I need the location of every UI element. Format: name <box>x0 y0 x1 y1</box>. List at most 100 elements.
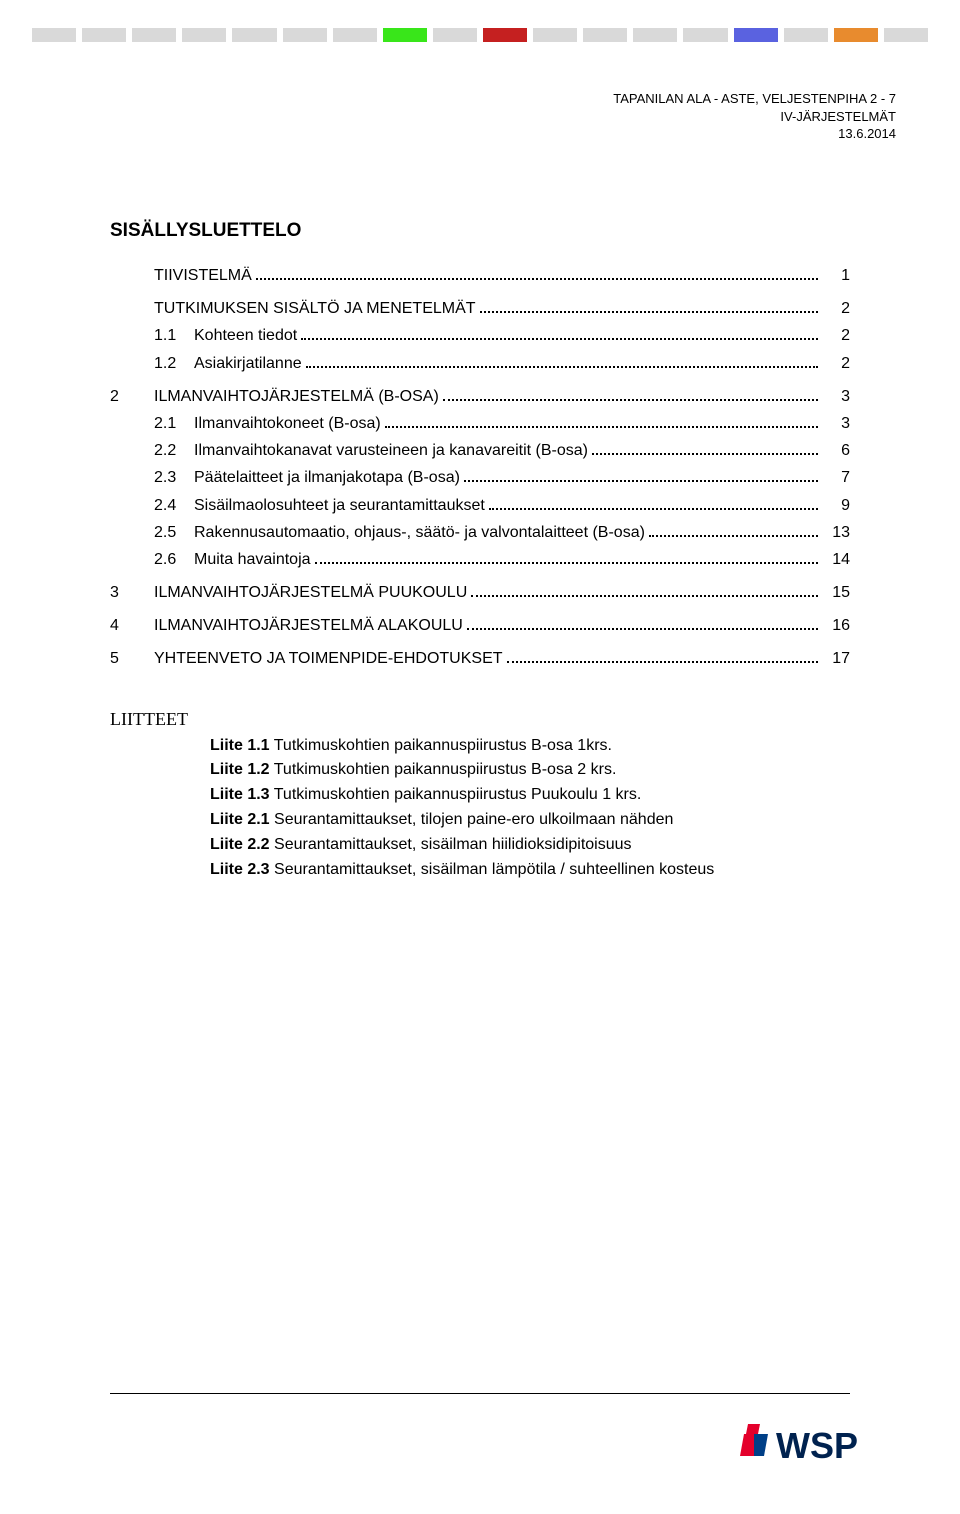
wsp-logo-svg: WSP <box>738 1416 888 1474</box>
appendix-list: Liite 1.1 Tutkimuskohtien paikannuspiiru… <box>210 734 850 883</box>
content: SISÄLLYSLUETTELO TIIVISTELMÄ 1 TUTKIMUKSEN… <box>110 220 850 882</box>
toc-leader-dots <box>385 418 818 428</box>
toc-page-number: 1 <box>822 262 850 289</box>
appendix-section: LIITTEET Liite 1.1 Tutkimuskohtien paika… <box>110 709 850 883</box>
toc-entry: 2.1Ilmanvaihtokoneet (B-osa)3 <box>154 410 850 437</box>
toc-page-number: 3 <box>822 383 850 410</box>
toc-leader-dots <box>256 270 818 280</box>
toc-entry: 2.4Sisäilmaolosuhteet ja seurantamittauk… <box>154 492 850 519</box>
appendix-item: Liite 2.1 Seurantamittaukset, tilojen pa… <box>210 808 850 833</box>
toc-label: TIIVISTELMÄ <box>154 262 252 289</box>
toc-page-number: 6 <box>822 437 850 464</box>
toc-number: 2.6 <box>154 546 194 573</box>
appendix-item-number: Liite 2.1 <box>210 811 270 828</box>
appendix-item-text: Tutkimuskohtien paikannuspiirustus B-osa… <box>270 737 612 754</box>
toc-page-number: 17 <box>822 645 850 672</box>
header-line-2: IV-JÄRJESTELMÄT <box>613 108 896 126</box>
toc-label: Rakennusautomaatio, ohjaus-, säätö- ja v… <box>194 519 645 546</box>
appendix-item-number: Liite 2.3 <box>210 861 270 878</box>
toc-leader-dots <box>507 654 818 664</box>
appendix-item-number: Liite 2.2 <box>210 836 270 853</box>
toc-leader-dots <box>649 527 818 537</box>
toc-leader-dots <box>464 473 818 483</box>
toc-leader-dots <box>592 446 818 456</box>
toc-leader-dots <box>489 500 818 510</box>
color-swatch <box>533 28 577 42</box>
toc-entry: 2.3Päätelaitteet ja ilmanjakotapa (B-osa… <box>154 464 850 491</box>
toc-label: ILMANVAIHTOJÄRJESTELMÄ ALAKOULU <box>154 612 463 639</box>
toc-entry: 2ILMANVAIHTOJÄRJESTELMÄ (B-OSA)3 <box>110 383 850 410</box>
color-swatch <box>734 28 778 42</box>
color-swatch <box>683 28 727 42</box>
page-title: SISÄLLYSLUETTELO <box>110 220 850 242</box>
toc-entry: 4ILMANVAIHTOJÄRJESTELMÄ ALAKOULU16 <box>110 612 850 639</box>
toc-page-number: 7 <box>822 464 850 491</box>
toc-page-number: 15 <box>822 579 850 606</box>
toc-page-number: 2 <box>822 295 850 322</box>
wsp-logo: WSP <box>738 1416 888 1474</box>
toc-label: ILMANVAIHTOJÄRJESTELMÄ PUUKOULU <box>154 579 467 606</box>
toc-leader-dots <box>306 358 818 368</box>
toc-label: YHTEENVETO JA TOIMENPIDE-EHDOTUKSET <box>154 645 503 672</box>
appendix-item-text: Seurantamittaukset, sisäilman lämpötila … <box>270 861 715 878</box>
toc-entry: 1.2Asiakirjatilanne 2 <box>154 350 850 377</box>
toc-leader-dots <box>301 331 818 341</box>
toc-number: 1.2 <box>154 350 194 377</box>
toc-entry: 2.6Muita havaintoja 14 <box>154 546 850 573</box>
color-swatch <box>182 28 226 42</box>
color-swatch <box>583 28 627 42</box>
appendix-title: LIITTEET <box>110 709 850 730</box>
appendix-item: Liite 1.1 Tutkimuskohtien paikannuspiiru… <box>210 734 850 759</box>
toc-entry: 2.2Ilmanvaihtokanavat varusteineen ja ka… <box>154 437 850 464</box>
toc-number: 2 <box>110 383 154 410</box>
toc-label: Päätelaitteet ja ilmanjakotapa (B-osa) <box>194 464 460 491</box>
appendix-item-text: Tutkimuskohtien paikannuspiirustus Puuko… <box>270 786 642 803</box>
header-line-3: 13.6.2014 <box>613 125 896 143</box>
toc-page-number: 13 <box>822 519 850 546</box>
footer-rule <box>110 1393 850 1394</box>
toc-label: TUTKIMUKSEN SISÄLTÖ JA MENETELMÄT <box>154 295 476 322</box>
toc-page-number: 14 <box>822 546 850 573</box>
toc-label: Ilmanvaihtokoneet (B-osa) <box>194 410 381 437</box>
toc-label: Asiakirjatilanne <box>194 350 302 377</box>
appendix-item-text: Seurantamittaukset, tilojen paine-ero ul… <box>270 811 674 828</box>
appendix-item-number: Liite 1.3 <box>210 786 270 803</box>
toc-leader-dots <box>471 587 818 597</box>
toc-entry: TUTKIMUKSEN SISÄLTÖ JA MENETELMÄT 2 <box>110 295 850 322</box>
appendix-item-number: Liite 1.1 <box>210 737 270 754</box>
appendix-item: Liite 1.2 Tutkimuskohtien paikannuspiiru… <box>210 758 850 783</box>
toc-entry: 3ILMANVAIHTOJÄRJESTELMÄ PUUKOULU 15 <box>110 579 850 606</box>
color-swatch <box>132 28 176 42</box>
toc-number: 2.4 <box>154 492 194 519</box>
color-strip <box>32 28 928 42</box>
color-swatch <box>383 28 427 42</box>
toc-leader-dots <box>467 621 818 631</box>
toc-page-number: 16 <box>822 612 850 639</box>
appendix-item: Liite 1.3 Tutkimuskohtien paikannuspiiru… <box>210 783 850 808</box>
color-swatch <box>834 28 878 42</box>
color-swatch <box>784 28 828 42</box>
color-swatch <box>483 28 527 42</box>
toc-entry: 2.5Rakennusautomaatio, ohjaus-, säätö- j… <box>154 519 850 546</box>
svg-text:WSP: WSP <box>776 1425 858 1466</box>
toc-number: 2.1 <box>154 410 194 437</box>
toc-entry: 1.1Kohteen tiedot2 <box>154 322 850 349</box>
page: TAPANILAN ALA - ASTE, VELJESTENPIHA 2 - … <box>0 0 960 1514</box>
toc-leader-dots <box>480 304 818 314</box>
color-swatch <box>283 28 327 42</box>
toc-leader-dots <box>443 391 818 401</box>
toc-label: Muita havaintoja <box>194 546 311 573</box>
toc-page-number: 2 <box>822 322 850 349</box>
toc-number: 3 <box>110 579 154 606</box>
color-swatch <box>884 28 928 42</box>
appendix-item-text: Tutkimuskohtien paikannuspiirustus B-osa… <box>270 761 617 778</box>
toc-number: 2.5 <box>154 519 194 546</box>
header-line-1: TAPANILAN ALA - ASTE, VELJESTENPIHA 2 - … <box>613 90 896 108</box>
toc-page-number: 2 <box>822 350 850 377</box>
toc-label: Kohteen tiedot <box>194 322 297 349</box>
toc-leader-dots <box>315 554 818 564</box>
color-swatch <box>333 28 377 42</box>
appendix-item: Liite 2.3 Seurantamittaukset, sisäilman … <box>210 858 850 883</box>
toc-label: Sisäilmaolosuhteet ja seurantamittaukset <box>194 492 485 519</box>
color-swatch <box>633 28 677 42</box>
